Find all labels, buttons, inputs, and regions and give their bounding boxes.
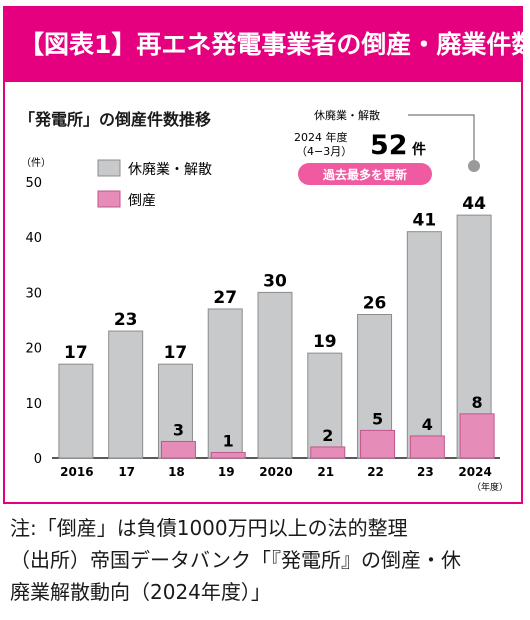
data-label-haigyo: 26 [363, 293, 387, 313]
y-tick-label: 30 [25, 286, 42, 301]
data-label-haigyo: 17 [164, 343, 188, 363]
bar-tosan [409, 435, 445, 459]
bar-haigyo [58, 363, 94, 459]
data-label-haigyo: 30 [263, 271, 287, 291]
x-tick-label: 22 [367, 465, 384, 479]
x-tick-label: 2016 [60, 465, 93, 479]
bar-tosan [310, 446, 346, 459]
record-badge-label: 過去最多を更新 [322, 167, 407, 182]
bar-haigyo [257, 291, 293, 459]
bar-tosan [210, 451, 246, 459]
x-tick-label: 2024 [458, 465, 491, 479]
callout-marker [468, 160, 480, 172]
x-tick-label: 17 [118, 465, 135, 479]
data-label-haigyo: 19 [313, 332, 337, 352]
bar-haigyo [108, 330, 144, 459]
footnote: 注:「倒産」は負債1000万円以上の法的整理 （出所）帝国データバンク「『発電所… [10, 512, 520, 608]
x-tick-label: 2020 [259, 465, 292, 479]
y-tick-label: 40 [25, 231, 42, 246]
footnote-line-1: 注:「倒産」は負債1000万円以上の法的整理 [10, 516, 408, 540]
callout-value: 52 [370, 130, 408, 161]
x-tick-label: 18 [168, 465, 185, 479]
bar-tosan [360, 429, 396, 459]
bar-chart: （件） 0 10 20 30 40 50 17 2016 23 17 17 3 18 27 1 19 30 2020… [21, 108, 508, 493]
data-label-tosan: 4 [422, 415, 433, 434]
bar-tosan [160, 440, 196, 459]
x-tick-label: 21 [317, 465, 334, 479]
y-tick-label: 0 [34, 452, 42, 467]
legend-swatch-tosan [97, 190, 121, 208]
callout-unit: 件 [412, 141, 426, 158]
y-tick-label: 20 [25, 342, 42, 357]
callout-label: 休廃業・解散 [314, 108, 380, 122]
y-axis-label: （件） [21, 157, 51, 169]
bar-haigyo [406, 231, 442, 459]
bar-haigyo [307, 352, 343, 459]
callout-leader-line [408, 114, 475, 162]
data-label-haigyo: 41 [412, 211, 436, 231]
data-label-haigyo: 44 [462, 194, 486, 214]
data-label-tosan: 3 [173, 420, 184, 439]
callout-period-year: 2024 年度 [294, 130, 348, 144]
record-badge [298, 163, 432, 185]
x-tick-label: 19 [218, 465, 235, 479]
footnote-line-2: （出所）帝国データバンク「『発電所』の倒産・休 [10, 548, 461, 572]
data-label-tosan: 1 [223, 431, 234, 450]
chart-title: 「発電所」の倒産件数推移 [19, 110, 212, 129]
y-tick-label: 50 [25, 176, 42, 191]
data-label-haigyo: 23 [114, 310, 138, 330]
data-label-tosan: 5 [372, 409, 383, 428]
x-axis-label: （年度） [472, 481, 508, 493]
callout-period-months: （4−3月） [296, 145, 352, 158]
footnote-line-3: 廃業解散動向（2024年度）」 [10, 580, 271, 604]
y-tick-label: 10 [25, 397, 42, 412]
legend-label-haigyo: 休廃業・解散 [128, 161, 212, 178]
legend-label-tosan: 倒産 [128, 193, 156, 209]
figure-header: 【図表1】再エネ発電事業者の倒産・廃業件数 [5, 8, 530, 82]
data-label-tosan: 8 [472, 393, 483, 412]
legend-swatch-haigyo [97, 159, 121, 177]
data-label-haigyo: 27 [213, 288, 237, 308]
x-tick-label: 23 [417, 465, 434, 479]
bar-tosan [459, 413, 495, 459]
data-label-tosan: 2 [322, 426, 333, 445]
data-label-haigyo: 17 [64, 343, 88, 363]
